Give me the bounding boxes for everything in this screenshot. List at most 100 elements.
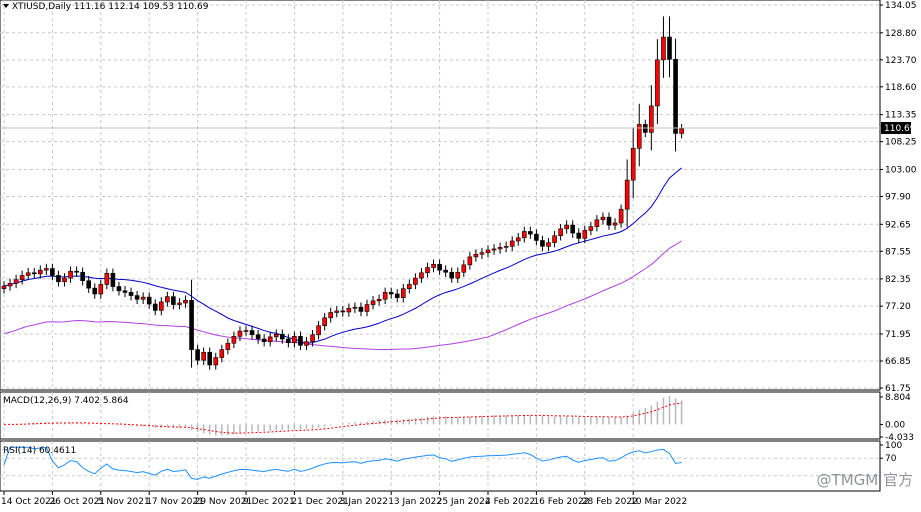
candle-body bbox=[31, 272, 37, 275]
candle-body bbox=[44, 268, 49, 271]
candle-body bbox=[273, 333, 279, 338]
rsi-tick-label: 70 bbox=[885, 454, 897, 464]
candle-body bbox=[304, 341, 309, 346]
candle-body bbox=[528, 231, 533, 235]
candle-body bbox=[394, 293, 400, 298]
candle-body bbox=[298, 336, 303, 346]
candle-body bbox=[80, 271, 85, 282]
candle-body bbox=[140, 296, 146, 300]
candle-body bbox=[128, 292, 134, 296]
price-tick-label: 123.70 bbox=[885, 56, 917, 66]
current-price-value: 110.69 bbox=[884, 124, 916, 134]
symbol-line: XTIUSD,Daily 111.16 112.14 109.53 110.69 bbox=[12, 2, 209, 12]
candle-body bbox=[159, 301, 164, 311]
candle-body bbox=[503, 245, 509, 248]
price-tick-label: 77.20 bbox=[885, 302, 911, 312]
candle-body bbox=[630, 147, 636, 181]
candle-body bbox=[92, 287, 98, 295]
candle-body bbox=[467, 256, 473, 266]
candle-body bbox=[19, 275, 25, 280]
time-tick-label: 21 Dec 2021 bbox=[291, 497, 349, 507]
price-axis: 134.05 128.80 123.70 118.60 113.35 108.25 103.… bbox=[880, 1, 917, 394]
candle-body bbox=[110, 273, 116, 287]
candle-body bbox=[534, 233, 539, 241]
candle-body bbox=[473, 253, 479, 258]
rsi-line bbox=[3, 446, 682, 480]
macd-panel[interactable] bbox=[0, 391, 881, 440]
candle-body bbox=[679, 128, 684, 134]
macd-tick-label: 8.804 bbox=[885, 393, 911, 403]
macd-signal-path bbox=[3, 402, 682, 434]
candle-body bbox=[86, 280, 91, 289]
candle-body bbox=[364, 304, 370, 312]
fast-moving-average bbox=[3, 167, 682, 344]
price-tick-label: 87.55 bbox=[885, 247, 911, 257]
candle-body bbox=[134, 295, 140, 300]
candle-body bbox=[443, 269, 448, 273]
rsi-tick-label: 100 bbox=[885, 441, 902, 451]
candle-body bbox=[195, 349, 200, 361]
candle-body bbox=[624, 179, 630, 210]
candle-body bbox=[667, 36, 672, 60]
candle-body bbox=[213, 357, 219, 366]
price-tick-label: 82.35 bbox=[885, 275, 911, 285]
candle-body bbox=[594, 219, 600, 227]
candle-body bbox=[279, 333, 285, 340]
candle-body bbox=[352, 306, 358, 309]
candle-body bbox=[237, 330, 243, 337]
candle-body bbox=[152, 303, 158, 311]
candle-body bbox=[292, 336, 297, 344]
candle-body bbox=[413, 277, 418, 285]
watermark: @TMGM 官方 bbox=[816, 471, 913, 489]
rsi-path bbox=[3, 446, 682, 480]
price-tick-label: 113.35 bbox=[885, 111, 917, 121]
candle-body bbox=[74, 270, 79, 273]
macd-axis: 8.804 0.00 -4.033 bbox=[880, 393, 914, 443]
candle-body bbox=[455, 271, 461, 279]
time-tick-label: 3 Jan 2022 bbox=[340, 497, 388, 507]
time-tick-label: 5 Nov 2021 bbox=[98, 497, 150, 507]
price-tick-label: 92.65 bbox=[885, 220, 911, 230]
candle-body bbox=[509, 240, 515, 247]
candle-body bbox=[612, 222, 618, 226]
rsi-label: RSI(14) 60.4611 bbox=[3, 446, 76, 456]
candle-body bbox=[479, 252, 485, 255]
candle-body bbox=[165, 296, 170, 303]
macd-grid bbox=[3, 392, 634, 439]
candle-body bbox=[37, 269, 43, 275]
macd-tick-label: -4.033 bbox=[885, 433, 914, 443]
price-tick-label: 108.25 bbox=[885, 138, 917, 148]
candle-body bbox=[68, 270, 73, 279]
candle-body bbox=[600, 216, 606, 221]
candle-body bbox=[388, 292, 394, 295]
time-tick-label: 10 Mar 2022 bbox=[630, 497, 687, 507]
candle-body bbox=[461, 264, 467, 273]
macd-tick-label: 0.00 bbox=[885, 420, 905, 430]
candle-body bbox=[558, 228, 563, 237]
candle-body bbox=[400, 288, 406, 298]
time-tick-label: 29 Nov 2021 bbox=[195, 497, 253, 507]
price-tick-label: 66.85 bbox=[885, 357, 911, 367]
candle-body bbox=[649, 105, 654, 133]
candle-body bbox=[655, 59, 660, 107]
candle-body bbox=[546, 242, 551, 247]
candle-body bbox=[515, 237, 521, 242]
current-price-tag: 110.69 bbox=[881, 122, 916, 134]
time-tick-label: 14 Oct 2021 bbox=[1, 497, 57, 507]
macd-label: MACD(12,26,9) 7.402 5.864 bbox=[3, 396, 129, 406]
candle-body bbox=[636, 124, 642, 149]
candle-body bbox=[449, 271, 455, 279]
price-tick-label: 71.95 bbox=[885, 330, 911, 340]
price-tick-label: 128.80 bbox=[885, 29, 917, 39]
candle-body bbox=[485, 249, 491, 253]
candle-body bbox=[50, 268, 55, 276]
candle-body bbox=[358, 306, 364, 312]
time-tick-label: 16 Feb 2022 bbox=[533, 497, 589, 507]
candle-body bbox=[521, 231, 527, 239]
candle-body bbox=[189, 300, 194, 350]
price-tick-label: 97.90 bbox=[885, 193, 911, 203]
candle-body bbox=[116, 286, 122, 292]
candle-body bbox=[334, 310, 340, 313]
